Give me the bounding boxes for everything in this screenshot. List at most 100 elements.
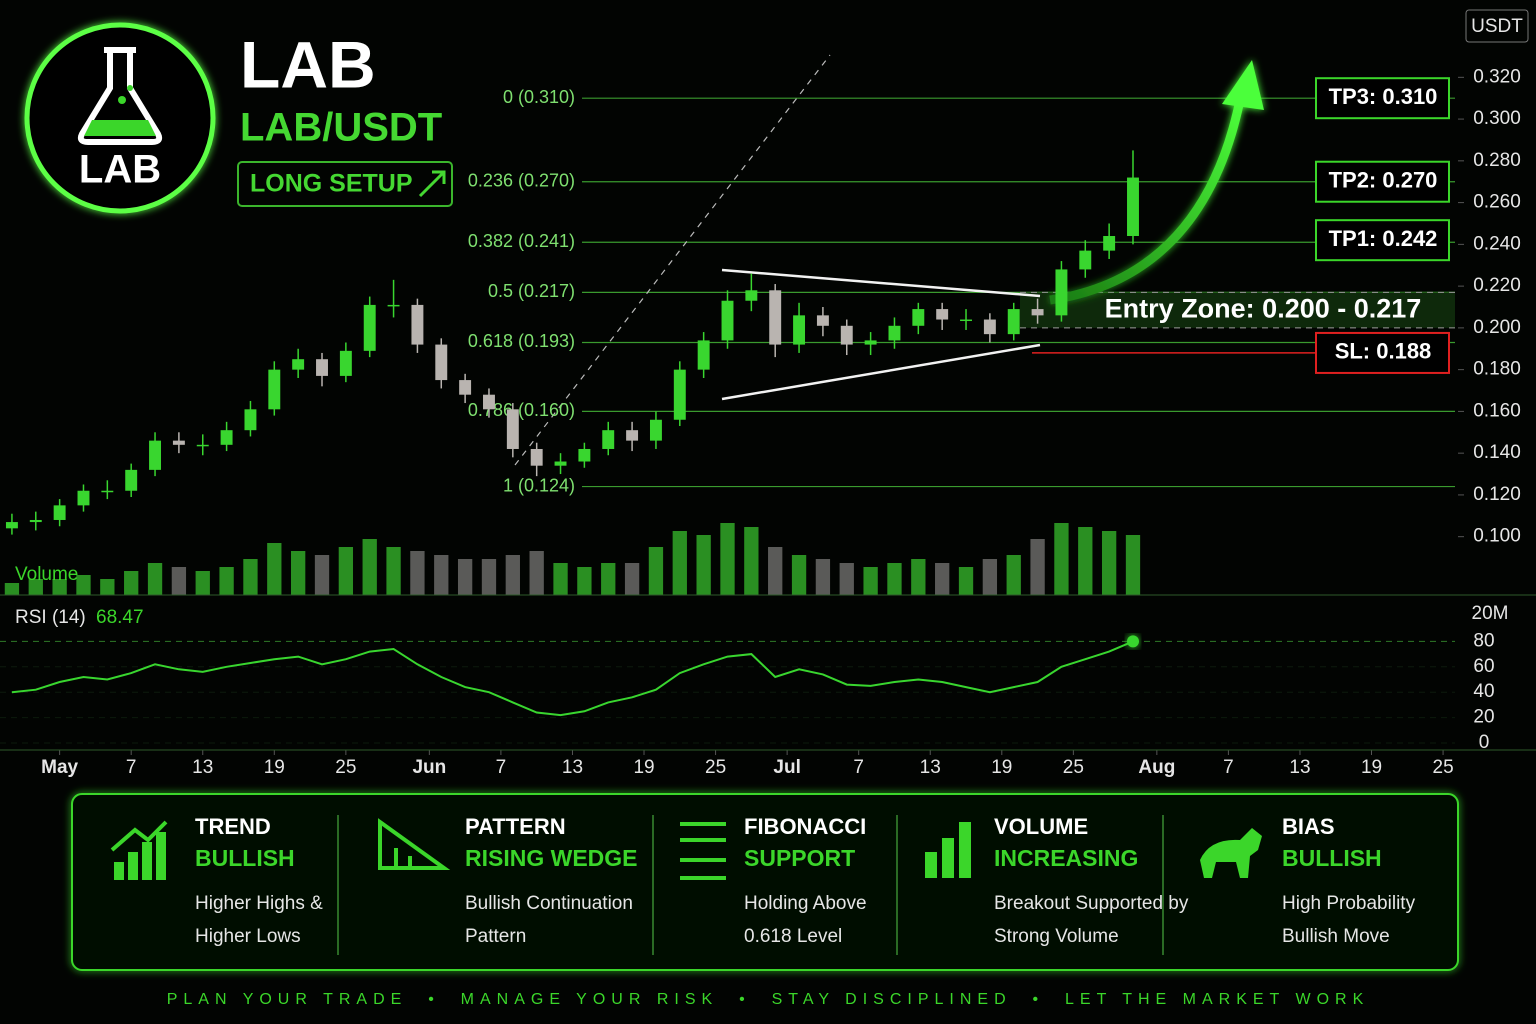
- bubble: [118, 96, 126, 104]
- y-tick-label: 0.100: [1473, 526, 1521, 547]
- candle-body: [888, 325, 901, 341]
- volume-bar: [1101, 531, 1117, 595]
- volume-bar: [553, 563, 568, 595]
- x-tick-label: 7: [1223, 757, 1234, 778]
- rsi-tick-label: 60: [1473, 656, 1494, 677]
- volume-bar: [720, 523, 735, 595]
- candle-body: [125, 469, 138, 491]
- target-arrow: [1049, 99, 1245, 305]
- bubble: [127, 85, 133, 91]
- candle-body: [77, 490, 90, 506]
- candle-body: [268, 369, 281, 410]
- volume-bar: [267, 543, 282, 595]
- volume-bar: [147, 563, 163, 595]
- candle-body: [745, 290, 758, 301]
- x-tick-label: 19: [1361, 757, 1382, 778]
- card-text: Higher Highs &: [195, 893, 323, 914]
- volume-bar: [28, 579, 43, 595]
- volume-bar: [529, 551, 544, 595]
- volume-bar: [839, 563, 854, 595]
- x-tick-label: May: [41, 757, 78, 778]
- logo-text: LAB: [79, 148, 161, 192]
- x-tick-label: 13: [920, 757, 941, 778]
- card-status: SUPPORT: [744, 845, 855, 871]
- logo-circle: [24, 22, 216, 214]
- volume-bar: [434, 555, 449, 595]
- volume-bar: [672, 531, 687, 595]
- candle-body: [244, 409, 257, 431]
- card-text: Higher Lows: [195, 926, 301, 947]
- candle-body: [1055, 269, 1068, 316]
- candle-body: [649, 419, 662, 441]
- bull-icon: [1200, 828, 1262, 878]
- volume-bar: [457, 559, 473, 595]
- candle-body: [769, 290, 782, 345]
- footer-tagline: PLAN YOUR TRADE • MANAGE YOUR RISK • STA…: [167, 991, 1370, 1008]
- volume-bar: [958, 567, 974, 595]
- card-text: Pattern: [465, 926, 526, 947]
- volume-bar: [362, 539, 377, 595]
- stop-loss-box: [1315, 331, 1450, 374]
- candle-body: [1103, 236, 1116, 251]
- wedge-upper: [721, 268, 1041, 298]
- volume-bar: [1054, 523, 1069, 595]
- x-tick-label: 13: [562, 757, 583, 778]
- x-tick-label: Aug: [1138, 757, 1175, 778]
- candle-body: [602, 430, 615, 449]
- fib-label: 0 (0.310): [503, 87, 575, 107]
- rsi-tick-label: 20: [1473, 707, 1494, 728]
- volume-bar: [911, 559, 926, 595]
- volume-bar: [768, 547, 783, 595]
- candle-body: [29, 519, 42, 523]
- entry-zone: [1020, 292, 1455, 328]
- candle-body: [697, 340, 710, 370]
- candle-body: [459, 380, 472, 395]
- volume-bar: [505, 555, 520, 595]
- card-text: Strong Volume: [994, 926, 1119, 947]
- candle-body: [149, 440, 162, 470]
- candle-body: [1079, 250, 1092, 270]
- x-tick-label: 13: [1289, 757, 1310, 778]
- card-title: PATTERN: [465, 814, 566, 839]
- candle-body: [960, 319, 972, 322]
- candle-body: [363, 304, 376, 351]
- rsi-line: [11, 640, 1134, 717]
- y-tick-label: 0.120: [1473, 484, 1521, 505]
- candle-body: [435, 344, 448, 381]
- volume-icon: [925, 822, 971, 878]
- y-tick-label: 0.260: [1473, 192, 1521, 213]
- volume-bar: [410, 551, 425, 595]
- volume-bar: [338, 547, 354, 595]
- x-tick-label: 19: [991, 757, 1012, 778]
- volume-bar: [124, 571, 139, 595]
- card-text: Bullish Move: [1282, 926, 1390, 947]
- candle-body: [101, 490, 114, 493]
- candle-body: [840, 325, 853, 345]
- fib-label: 0.5 (0.217): [488, 281, 575, 301]
- title: LAB: [240, 27, 376, 101]
- candle-body: [864, 340, 877, 345]
- pair: LAB/USDT: [240, 106, 442, 150]
- trend-dashed: [514, 54, 831, 466]
- card-title: FIBONACCI: [744, 814, 866, 839]
- volume-bar: [100, 579, 115, 595]
- volume-bar: [314, 555, 330, 595]
- y-tick-label: 0.200: [1473, 317, 1521, 338]
- candle-body: [292, 359, 305, 370]
- volume-bar: [624, 563, 640, 595]
- candle-body: [387, 304, 400, 307]
- fib-label: 0.236 (0.270): [468, 170, 575, 190]
- target-label: TP3: 0.310: [1329, 84, 1438, 109]
- candle-body: [506, 409, 519, 449]
- volume-bar: [648, 547, 664, 595]
- volume-bar: [1125, 535, 1141, 595]
- target-label: TP1: 0.242: [1329, 226, 1438, 251]
- volume-bar: [1078, 527, 1093, 595]
- candle-body: [816, 315, 829, 326]
- x-tick-label: Jun: [412, 757, 446, 778]
- flask-liquid: [84, 120, 156, 136]
- volume-bar: [4, 583, 20, 595]
- candle-body: [220, 430, 233, 445]
- target-label: TP2: 0.270: [1329, 168, 1438, 193]
- volume-bar: [577, 567, 592, 595]
